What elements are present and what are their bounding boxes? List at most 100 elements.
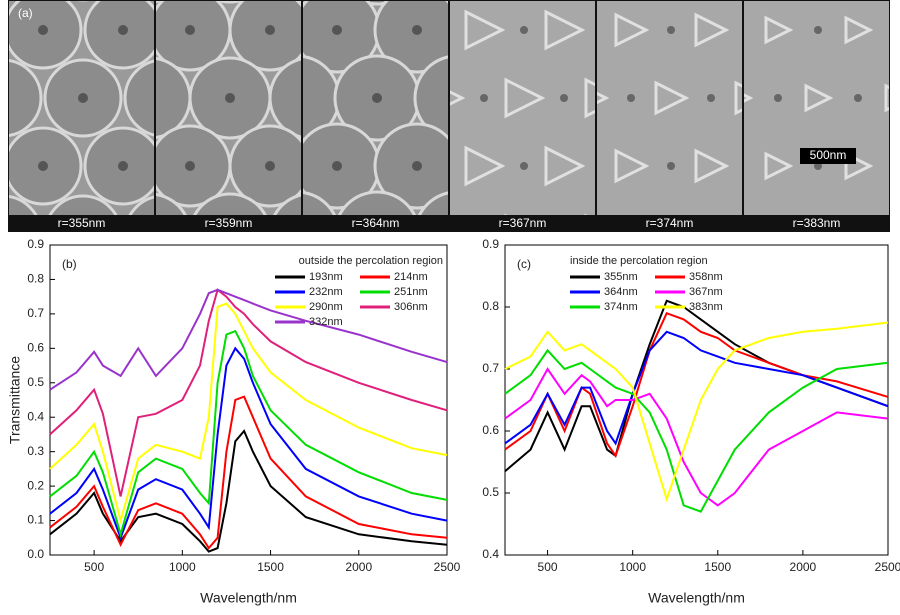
series-line xyxy=(49,288,448,497)
hole xyxy=(268,57,301,139)
y-tick-label: 0.3 xyxy=(27,444,44,458)
hole-center xyxy=(185,161,195,171)
image-caption: r=364nm xyxy=(352,216,400,230)
series-line xyxy=(504,321,889,503)
hole xyxy=(193,192,267,215)
legend-title: outside the percolation region xyxy=(299,255,443,267)
hole xyxy=(337,190,417,215)
series-line xyxy=(49,395,448,550)
scale-bar: 500nm xyxy=(810,148,847,162)
y-tick-label: 0.6 xyxy=(27,341,44,355)
series-line xyxy=(49,429,448,553)
image-caption: r=367nm xyxy=(499,216,547,230)
panel-label: (b) xyxy=(62,257,77,271)
hole-center xyxy=(0,229,8,239)
image-caption: r=383nm xyxy=(793,216,841,230)
sem-image xyxy=(303,1,448,215)
dot xyxy=(480,94,488,102)
triangle xyxy=(654,80,690,116)
legend-label: 367nm xyxy=(689,286,723,298)
hole-center xyxy=(78,93,88,103)
legend-label: 251nm xyxy=(394,286,428,298)
y-tick-label: 0.5 xyxy=(27,375,44,389)
dot xyxy=(707,94,715,102)
triangle xyxy=(614,12,650,48)
legend-label: 374nm xyxy=(604,301,638,313)
hole-center xyxy=(185,25,195,35)
triangle xyxy=(764,151,794,181)
hole xyxy=(303,190,337,215)
hole-center xyxy=(412,25,422,35)
hole-center xyxy=(0,93,8,103)
triangle xyxy=(504,77,546,119)
x-tick-label: 500 xyxy=(84,560,104,574)
x-tick-label: 500 xyxy=(538,560,558,574)
legend-label: 383nm xyxy=(689,301,723,313)
series-line xyxy=(504,348,889,513)
hole-center xyxy=(38,161,48,171)
series-line xyxy=(504,330,889,446)
hole-center xyxy=(38,25,48,35)
panel-label: (c) xyxy=(517,257,531,271)
x-tick-label: 2000 xyxy=(790,560,817,574)
y-tick-label: 0.9 xyxy=(482,237,499,251)
y-tick-label: 0.8 xyxy=(482,299,499,313)
triangle xyxy=(584,77,595,119)
hole xyxy=(228,1,301,72)
hole xyxy=(0,128,1,204)
dot xyxy=(667,162,675,170)
dot xyxy=(627,94,635,102)
dot xyxy=(520,26,528,34)
hole-center xyxy=(265,25,275,35)
hole xyxy=(413,55,448,141)
series-line xyxy=(49,288,448,391)
x-axis-label: Wavelength/nm xyxy=(648,590,745,606)
legend-label: 290nm xyxy=(309,301,343,313)
legend-label: 358nm xyxy=(689,271,723,283)
triangle xyxy=(804,83,834,113)
image-caption: r=359nm xyxy=(205,216,253,230)
series-line xyxy=(504,367,889,507)
legend-label: 355nm xyxy=(604,271,638,283)
sem-images xyxy=(0,0,900,239)
sem-image xyxy=(597,1,742,215)
triangle xyxy=(464,145,506,187)
series-line xyxy=(49,302,448,525)
y-tick-label: 0.6 xyxy=(482,423,499,437)
hole xyxy=(373,1,448,74)
dot xyxy=(774,94,782,102)
dot xyxy=(894,26,900,34)
y-tick-label: 0.7 xyxy=(482,361,499,375)
y-tick-label: 0.9 xyxy=(27,237,44,251)
y-axis-label: Transmittance xyxy=(7,356,23,444)
x-tick-label: 1500 xyxy=(704,560,731,574)
x-tick-label: 2000 xyxy=(345,560,372,574)
dot xyxy=(520,162,528,170)
hole xyxy=(373,122,448,210)
triangle xyxy=(844,151,874,181)
dot xyxy=(560,94,568,102)
y-tick-label: 0.1 xyxy=(27,513,44,527)
legend-label: 306nm xyxy=(394,301,428,313)
hole-center xyxy=(332,25,342,35)
triangle xyxy=(764,15,794,45)
triangle xyxy=(464,9,506,51)
hole xyxy=(156,192,187,215)
scale-bar-bg xyxy=(800,148,856,164)
panel-label: (a) xyxy=(18,6,33,20)
triangle xyxy=(544,145,586,187)
y-tick-label: 0.5 xyxy=(482,485,499,499)
hole xyxy=(83,1,154,70)
y-tick-label: 0.7 xyxy=(27,306,44,320)
y-tick-label: 0.4 xyxy=(27,409,44,423)
x-tick-label: 2500 xyxy=(434,560,461,574)
hole xyxy=(9,58,43,138)
hole-center xyxy=(118,161,128,171)
dot xyxy=(667,26,675,34)
triangle xyxy=(844,15,874,45)
hole xyxy=(0,0,1,68)
x-tick-label: 2500 xyxy=(875,560,900,574)
hole-center xyxy=(372,93,382,103)
sem-image xyxy=(450,1,595,215)
